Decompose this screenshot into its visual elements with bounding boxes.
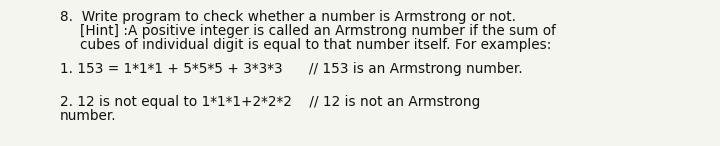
- Text: 8.  Write program to check whether a number is Armstrong or not.: 8. Write program to check whether a numb…: [60, 10, 516, 24]
- Text: 2. 12 is not equal to 1*1*1+2*2*2    // 12 is not an Armstrong: 2. 12 is not equal to 1*1*1+2*2*2 // 12 …: [60, 95, 480, 109]
- Text: [Hint] :A positive integer is called an Armstrong number if the sum of: [Hint] :A positive integer is called an …: [80, 24, 556, 38]
- Text: 1. 153 = 1*1*1 + 5*5*5 + 3*3*3      // 153 is an Armstrong number.: 1. 153 = 1*1*1 + 5*5*5 + 3*3*3 // 153 is…: [60, 62, 523, 76]
- Text: cubes of individual digit is equal to that number itself. For examples:: cubes of individual digit is equal to th…: [80, 38, 552, 52]
- Text: number.: number.: [60, 109, 117, 123]
